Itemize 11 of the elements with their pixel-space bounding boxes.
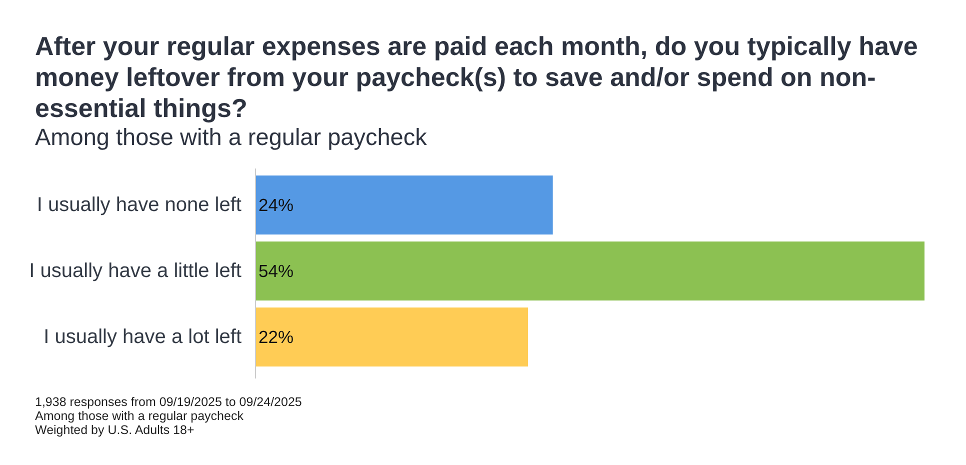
chart-title: After your regular expenses are paid each month, do you typically have money leftover from your paycheck(s) to save and/or spend on non-essential things? <box>35 31 919 124</box>
text: Among those with a regular paycheck <box>35 409 244 423</box>
data-label: 24% <box>258 195 294 215</box>
text: 1,938 responses from 09/19/2025 to 09/24/2025 <box>35 395 302 409</box>
text: Weighted by U.S. Adults 18+ <box>35 423 196 437</box>
chart-subtitle: Among those with a regular paycheck <box>35 124 427 150</box>
data-label: 54% <box>258 261 294 281</box>
y-tick-label: I usually have none left <box>36 194 242 216</box>
y-tick-label: I usually have a little left <box>29 260 242 282</box>
y-tick-label: I usually have a lot left <box>44 326 242 348</box>
data-label: 22% <box>258 327 294 347</box>
